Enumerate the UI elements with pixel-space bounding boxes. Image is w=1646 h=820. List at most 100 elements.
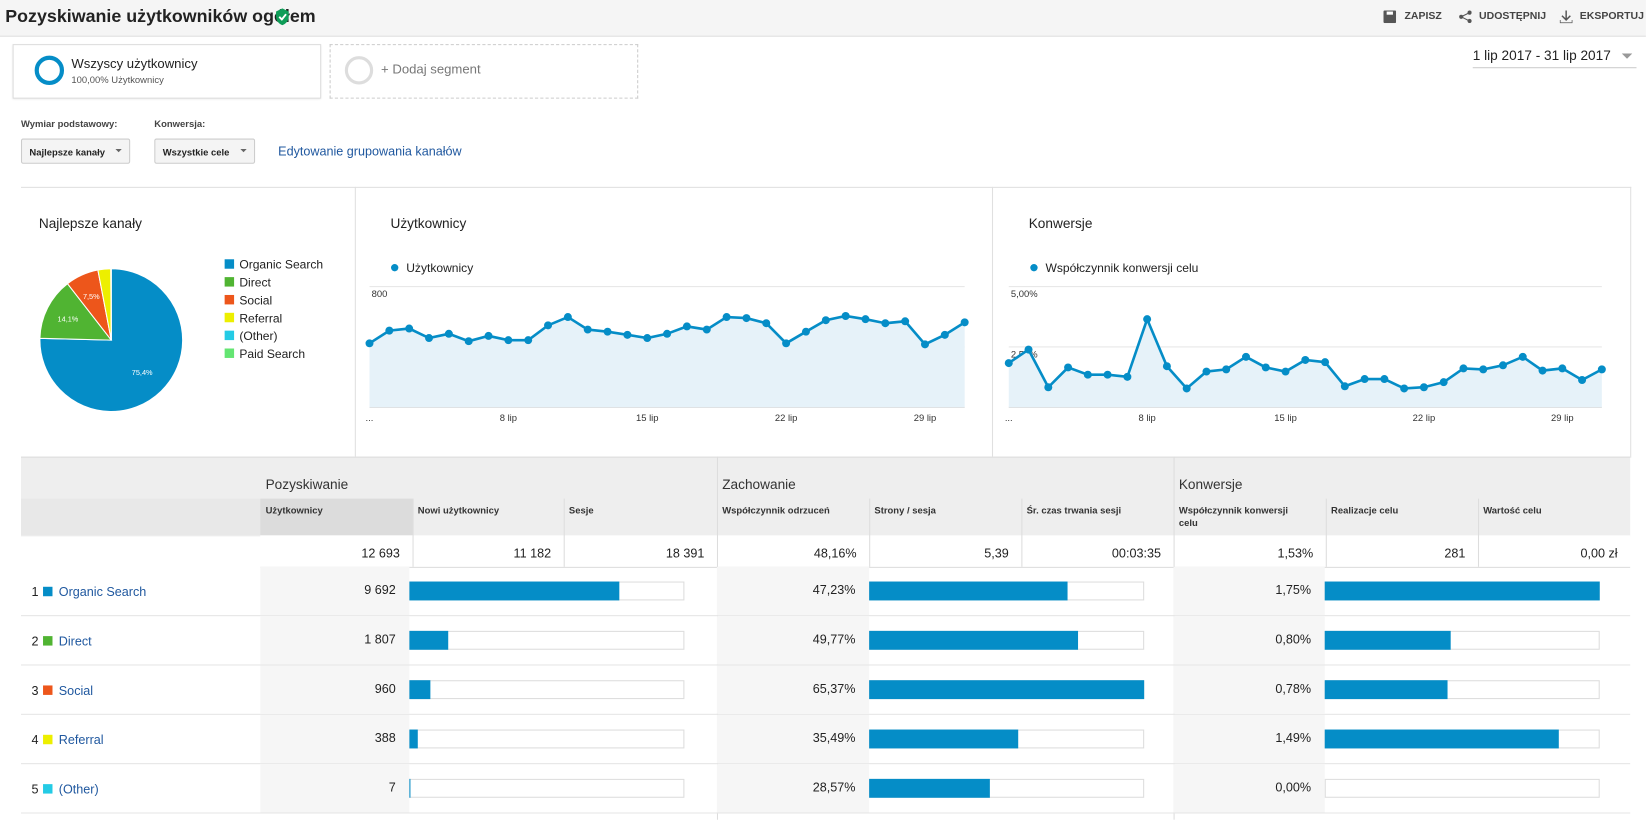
save-button[interactable]: ZAPISZ <box>1404 10 1442 23</box>
legend-label: Paid Search <box>239 347 305 361</box>
legend-label: Referral <box>239 311 282 325</box>
point <box>603 327 612 336</box>
column-header[interactable]: Sesje <box>568 504 594 516</box>
column-header[interactable]: Użytkownicy <box>265 504 323 516</box>
bar <box>409 581 620 601</box>
legend-label: Użytkownicy <box>406 261 473 275</box>
conversion-dropdown[interactable]: Wszystkie cele <box>154 138 256 164</box>
x-tick-label: ... <box>1005 413 1013 424</box>
legend-dot <box>1030 263 1038 272</box>
row-border <box>20 664 1631 666</box>
point <box>484 331 493 340</box>
point <box>1004 359 1013 368</box>
point <box>762 319 771 328</box>
point <box>1380 375 1389 384</box>
verified-icon <box>276 8 289 26</box>
point <box>1242 352 1250 361</box>
row-value: 7 <box>388 779 396 795</box>
legend-dot <box>391 263 399 272</box>
row-channel[interactable]: Direct <box>58 634 92 649</box>
bar <box>409 729 418 749</box>
bar <box>1324 680 1448 700</box>
point <box>583 325 592 334</box>
value-cell-bg <box>716 764 870 813</box>
date-range[interactable]: 1 lip 2017 - 31 lip 2017 <box>1472 47 1637 69</box>
column-header[interactable]: Śr. czas trwania sesji <box>1026 504 1122 516</box>
header-bar <box>0 0 1646 37</box>
row-rank: 3 <box>31 683 39 699</box>
legend-label: (Other) <box>239 329 277 343</box>
edit-grouping-link[interactable]: Edytowanie grupowania kanałów <box>278 143 462 159</box>
export-button[interactable]: EKSPORTUJ <box>1579 10 1644 23</box>
point <box>425 334 434 343</box>
row-value: 0,80% <box>1275 631 1312 647</box>
row-channel[interactable]: Organic Search <box>58 584 147 600</box>
bar-track <box>409 630 685 650</box>
value-cell-bg <box>260 566 410 616</box>
point <box>1202 367 1211 376</box>
total-value: 0,00 zł <box>1580 545 1618 561</box>
point <box>682 322 691 331</box>
point <box>1123 372 1132 381</box>
row-value: 35,49% <box>812 730 856 746</box>
point <box>901 317 910 326</box>
value-cell-bg <box>260 665 410 714</box>
point <box>1182 384 1191 393</box>
column-header[interactable]: Realizacje celu <box>1331 504 1399 516</box>
row-channel[interactable]: Referral <box>58 732 104 748</box>
point <box>464 337 473 346</box>
point <box>444 329 453 338</box>
bar <box>869 778 990 798</box>
point <box>544 321 553 330</box>
export-icon[interactable] <box>1559 10 1573 24</box>
point <box>1578 376 1587 384</box>
point <box>940 330 949 339</box>
point <box>405 324 414 333</box>
column-header[interactable]: Strony / sesja <box>874 504 936 516</box>
row-border <box>20 713 1631 715</box>
legend-swatch <box>224 294 235 305</box>
column-header[interactable]: Wartość celu <box>1483 504 1542 516</box>
share-icon[interactable] <box>1459 10 1472 24</box>
point <box>1419 383 1428 392</box>
pie-title: Najlepsze kanały <box>38 215 143 231</box>
add-segment[interactable]: + Dodaj segment <box>381 61 481 77</box>
point <box>1103 370 1112 379</box>
row-channel[interactable]: Social <box>58 683 94 699</box>
legend-label: Organic Search <box>239 258 323 272</box>
panel-divider <box>354 186 356 457</box>
dimension-label: Wymiar podstawowy: <box>20 118 118 130</box>
total-value: 48,16% <box>813 545 857 561</box>
column-header[interactable]: Współczynnik odrzuceń <box>722 504 830 516</box>
group-header: Zachowanie <box>722 476 796 493</box>
point <box>1222 365 1231 374</box>
column-divider <box>563 498 565 567</box>
users-chart-title: Użytkownicy <box>390 215 467 231</box>
point <box>1064 363 1073 372</box>
bar <box>869 630 1079 650</box>
x-tick-label: 8 lip <box>500 413 517 424</box>
column-divider <box>869 498 871 567</box>
row-value: 1,75% <box>1275 582 1312 598</box>
row-swatch <box>43 586 53 597</box>
row-value: 65,37% <box>812 681 856 696</box>
row-value: 0,00% <box>1275 779 1312 795</box>
row-channel[interactable]: (Other) <box>58 782 99 797</box>
bar <box>869 680 1145 700</box>
column-header[interactable]: Współczynnik konwersji celu <box>1178 504 1289 528</box>
x-tick-label: 22 lip <box>775 413 798 424</box>
segment-card[interactable] <box>12 44 322 99</box>
save-icon[interactable] <box>1383 10 1397 24</box>
group-header: Pozyskiwanie <box>265 476 349 493</box>
share-button[interactable]: UDOSTĘPNIJ <box>1479 10 1547 23</box>
total-value: 12 693 <box>361 545 400 561</box>
x-tick-label: 15 lip <box>636 413 659 424</box>
dimension-dropdown[interactable]: Najlepsze kanały <box>20 138 131 164</box>
column-header[interactable]: Nowi użytkownicy <box>417 504 500 516</box>
add-segment-card[interactable] <box>329 44 639 99</box>
row-border <box>20 763 1631 765</box>
bar-track <box>409 680 685 700</box>
x-tick-label: 29 lip <box>1551 413 1574 424</box>
total-value: 281 <box>1444 545 1466 561</box>
date-arrow <box>1621 53 1633 59</box>
